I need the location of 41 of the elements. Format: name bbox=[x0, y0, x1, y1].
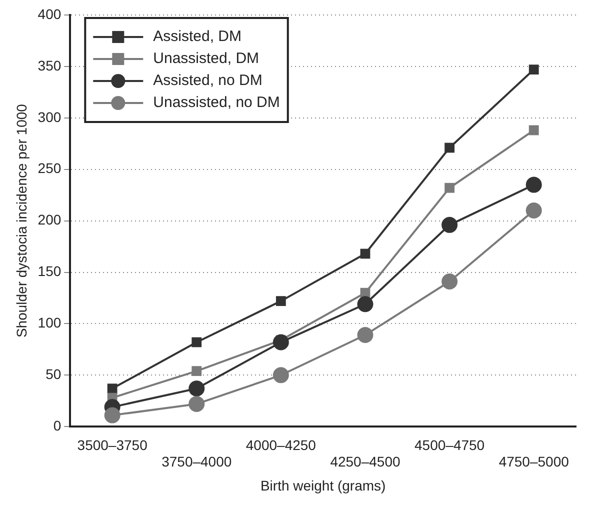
x-axis-title: Birth weight (grams) bbox=[260, 477, 386, 494]
y-tick-label: 250 bbox=[38, 160, 62, 176]
point bbox=[192, 366, 202, 376]
point bbox=[188, 380, 205, 397]
point bbox=[444, 142, 454, 153]
point bbox=[192, 337, 202, 348]
point bbox=[357, 327, 374, 344]
point bbox=[526, 202, 542, 219]
point bbox=[188, 396, 205, 412]
legend-label: Assisted, no DM bbox=[153, 72, 262, 90]
y-tick-label: 400 bbox=[38, 6, 62, 22]
point bbox=[357, 296, 374, 312]
point bbox=[276, 296, 286, 306]
y-tick-label: 150 bbox=[38, 263, 62, 280]
point bbox=[444, 182, 454, 193]
x-tick-label: 4000–4250 bbox=[246, 436, 316, 453]
point bbox=[442, 216, 458, 233]
legend-label: Assisted, DM bbox=[153, 28, 242, 46]
y-tick-label: 350 bbox=[38, 57, 62, 74]
point bbox=[528, 64, 539, 74]
point bbox=[104, 407, 120, 424]
x-tick-label: 3500–3750 bbox=[77, 436, 148, 453]
point bbox=[526, 176, 542, 193]
y-tick-label: 200 bbox=[38, 212, 62, 228]
x-tick-label: 3750–4000 bbox=[162, 454, 232, 470]
x-tick-label: 4750–5000 bbox=[498, 454, 570, 470]
point bbox=[107, 384, 118, 394]
y-axis-title: Shoulder dystocia incidence per 1000 bbox=[13, 104, 30, 338]
legend-label: Unassisted, no DM bbox=[153, 94, 280, 112]
point bbox=[360, 248, 370, 259]
point bbox=[528, 125, 539, 136]
x-tick-label: 4500–4750 bbox=[414, 436, 485, 453]
legend-label: Unassisted, DM bbox=[153, 50, 260, 68]
y-tick-label: 300 bbox=[38, 108, 62, 125]
y-tick-label: 0 bbox=[53, 417, 62, 434]
y-tick-label: 100 bbox=[38, 314, 62, 331]
point bbox=[442, 274, 458, 290]
point bbox=[272, 334, 289, 350]
point bbox=[272, 367, 289, 384]
y-tick-label: 50 bbox=[46, 366, 62, 382]
x-tick-label: 4250–4500 bbox=[330, 454, 400, 470]
